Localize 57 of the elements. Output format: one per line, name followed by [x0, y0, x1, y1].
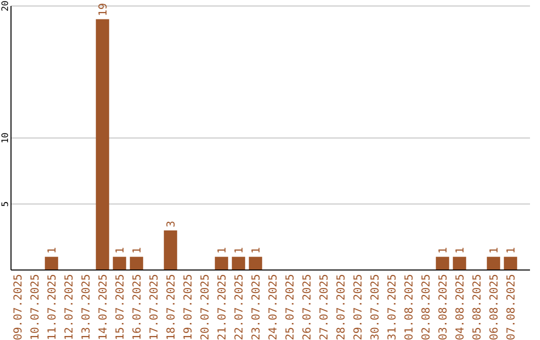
x-tick-label: 28.07.2025 — [334, 274, 348, 340]
x-tick-label: 02.08.2025 — [420, 274, 432, 340]
x-tick-label: 25.07.2025 — [284, 274, 296, 340]
x-tick-label: 27.07.2025 — [318, 274, 330, 340]
bar — [112, 256, 126, 270]
y-tick-label: 10 — [1, 132, 11, 144]
data-label: 1 — [454, 247, 466, 254]
data-label: 1 — [232, 247, 246, 254]
x-tick-label: 06.08.2025 — [488, 274, 500, 340]
x-tick-label: 21.07.2025 — [216, 274, 228, 340]
x-tick-label: 29.07.2025 — [352, 274, 364, 340]
data-label: 1 — [46, 247, 58, 254]
x-tick-label: 15.07.2025 — [114, 274, 126, 340]
data-label: 19 — [96, 2, 110, 16]
x-tick-label: 14.07.2025 — [96, 274, 110, 340]
data-label: 1 — [436, 247, 450, 254]
x-tick-label: 04.08.2025 — [454, 274, 466, 340]
data-label: 1 — [488, 247, 500, 254]
x-tick-label: 12.07.2025 — [62, 274, 76, 340]
x-tick-label: 23.07.2025 — [250, 274, 262, 340]
x-tick-label: 03.08.2025 — [436, 274, 450, 340]
bar — [130, 256, 144, 270]
x-tick-label: 10.07.2025 — [28, 274, 42, 340]
x-tick-label: 05.08.2025 — [470, 274, 484, 340]
x-tick-label: 22.07.2025 — [232, 274, 246, 340]
x-tick-label: 13.07.2025 — [80, 274, 92, 340]
x-tick-label: 18.07.2025 — [164, 274, 178, 340]
x-tick-label: 16.07.2025 — [130, 274, 144, 340]
bar — [164, 230, 178, 270]
x-tick-label: 07.08.2025 — [504, 274, 518, 340]
x-tick-label: 31.07.2025 — [386, 274, 398, 340]
data-label: 1 — [130, 247, 144, 254]
x-tick-label: 11.07.2025 — [46, 274, 58, 340]
x-tick-label: 09.07.2025 — [12, 274, 24, 340]
bar — [44, 256, 58, 270]
bar — [504, 256, 518, 270]
x-tick-label: 20.07.2025 — [198, 274, 212, 340]
data-label: 1 — [250, 247, 262, 254]
x-tick-label: 19.07.2025 — [182, 274, 194, 340]
y-tick-label: 20 — [1, 0, 11, 12]
bar — [232, 256, 246, 270]
x-tick-label: 17.07.2025 — [148, 274, 160, 340]
x-tick-label: 26.07.2025 — [300, 274, 314, 340]
x-tick-label: 24.07.2025 — [266, 274, 280, 340]
y-tick-label: 5 — [1, 201, 11, 207]
x-tick-label: 30.07.2025 — [368, 274, 382, 340]
data-label: 3 — [164, 220, 178, 228]
data-label: 1 — [504, 247, 518, 254]
bar — [486, 256, 500, 270]
bar — [436, 256, 450, 270]
bar — [214, 256, 228, 270]
bar — [452, 256, 466, 270]
data-label: 1 — [216, 247, 228, 254]
x-tick-label: 01.08.2025 — [402, 274, 416, 340]
bar — [248, 256, 262, 270]
bar — [96, 19, 110, 270]
data-label: 1 — [114, 247, 126, 254]
